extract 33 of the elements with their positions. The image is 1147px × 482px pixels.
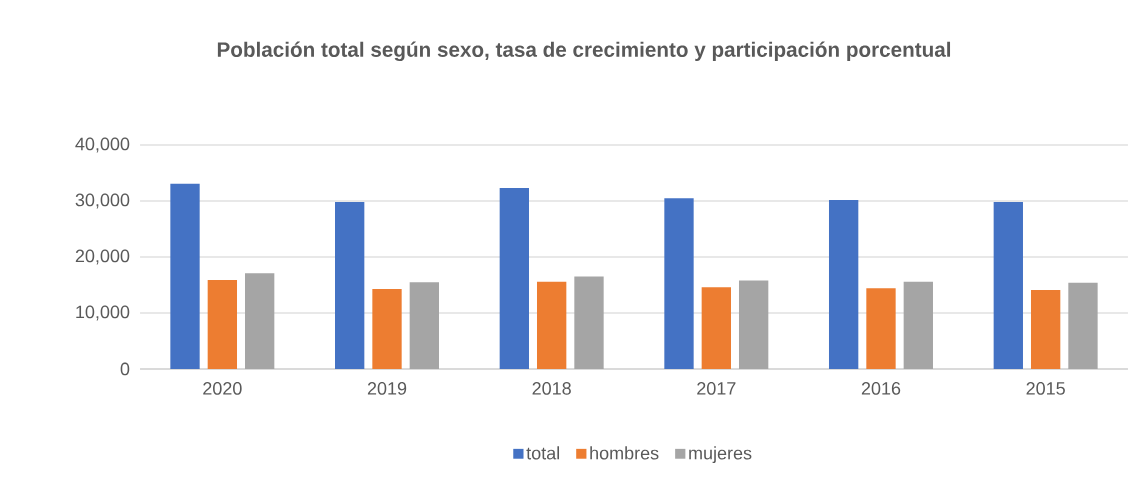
y-tick-label: 0 xyxy=(120,362,130,376)
x-tick-label: 2017 xyxy=(697,382,736,395)
x-tick-label: 2016 xyxy=(861,382,901,395)
bar xyxy=(409,282,439,369)
y-tick-label: 10,000 xyxy=(76,305,130,321)
legend-label: total xyxy=(526,446,559,460)
legend-label: mujeres xyxy=(689,446,752,464)
chart-title: Población total según sexo, tasa de crecimiento y participación porcentual xyxy=(217,41,951,62)
bar xyxy=(1030,290,1061,369)
x-tick-label: 2015 xyxy=(1026,382,1065,395)
y-tick-label: 30,000 xyxy=(75,193,130,209)
bar xyxy=(903,281,933,369)
bar xyxy=(664,198,694,369)
bar xyxy=(245,273,275,369)
bar xyxy=(537,281,567,369)
bar xyxy=(828,199,859,369)
bar xyxy=(738,280,769,369)
bar xyxy=(993,202,1023,369)
x-tick-label: 2018 xyxy=(532,382,571,395)
bar xyxy=(499,188,529,369)
bar xyxy=(866,288,896,369)
bar xyxy=(701,287,731,369)
legend-label: hombres xyxy=(590,446,659,460)
bar xyxy=(574,276,604,369)
y-tick-label: 40,000 xyxy=(75,137,130,153)
x-tick-label: 2020 xyxy=(203,382,242,395)
bar xyxy=(1068,282,1098,369)
x-tick-label: 2019 xyxy=(367,382,407,395)
bar xyxy=(207,279,238,369)
y-tick-label: 20,000 xyxy=(75,249,130,265)
bar xyxy=(372,288,402,369)
bar xyxy=(170,183,200,369)
bar xyxy=(335,202,365,369)
